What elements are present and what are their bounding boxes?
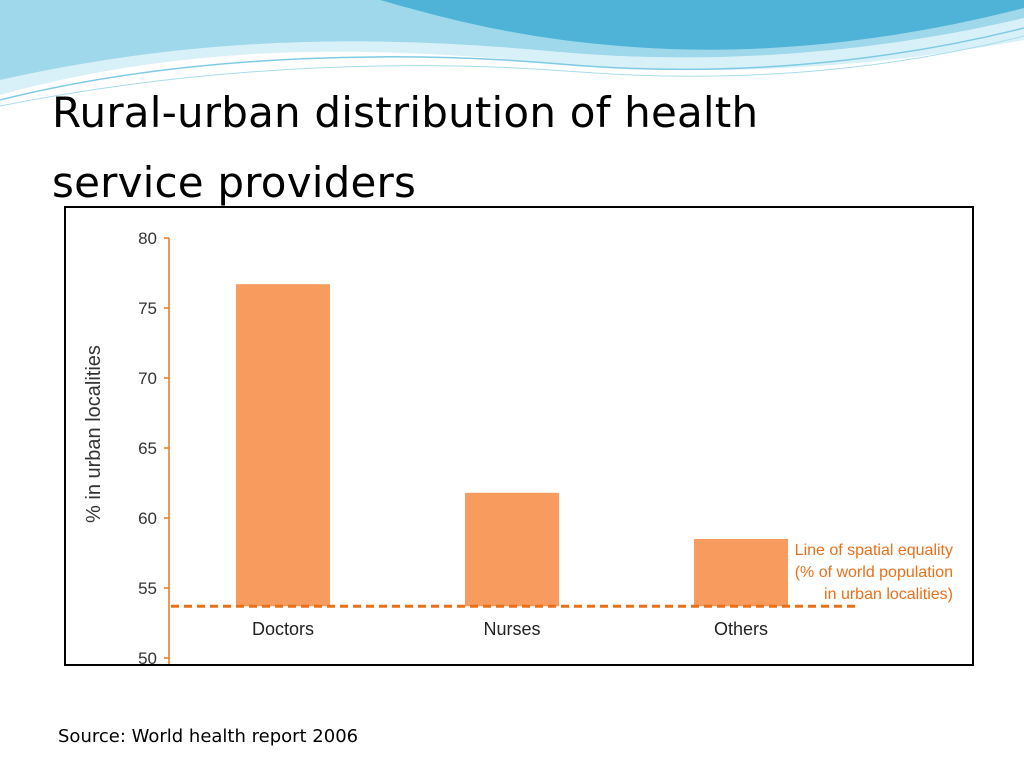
- y-tick-label-50: 50: [138, 649, 157, 664]
- slide-title-line-2: service providers: [52, 158, 417, 207]
- spatial-equality-label-line-3: in urban localities): [824, 586, 953, 603]
- slide-title: Rural-urban distribution of health servi…: [52, 78, 952, 218]
- y-tick-label-65: 65: [138, 439, 157, 458]
- spatial-equality-label-line-1: Line of spatial equality: [795, 542, 953, 559]
- y-tick-label-75: 75: [138, 299, 157, 318]
- bar-doctors: [236, 284, 330, 607]
- x-tick-label-nurses: Nurses: [483, 619, 540, 639]
- y-axis-label: % in urban localities: [83, 345, 105, 523]
- slide-title-line-1: Rural-urban distribution of health: [52, 88, 759, 137]
- bar-others: [694, 539, 788, 607]
- x-tick-label-others: Others: [714, 619, 768, 639]
- bar-chart: 50 55 60 65 70 75 80 % in urban localities Docto…: [83, 229, 953, 664]
- y-tick-label-70: 70: [138, 369, 157, 388]
- y-tick-label-60: 60: [138, 509, 157, 528]
- header-wave-decoration: [0, 0, 1024, 107]
- chart-frame: 50 55 60 65 70 75 80 % in urban localities Docto…: [64, 206, 974, 666]
- x-tick-label-doctors: Doctors: [252, 619, 314, 639]
- bar-nurses: [465, 492, 559, 607]
- spatial-equality-label-line-2: (% of world population: [795, 564, 953, 581]
- source-note: Source: World health report 2006: [58, 726, 359, 747]
- y-tick-label-55: 55: [138, 579, 157, 598]
- y-tick-label-80: 80: [138, 229, 157, 248]
